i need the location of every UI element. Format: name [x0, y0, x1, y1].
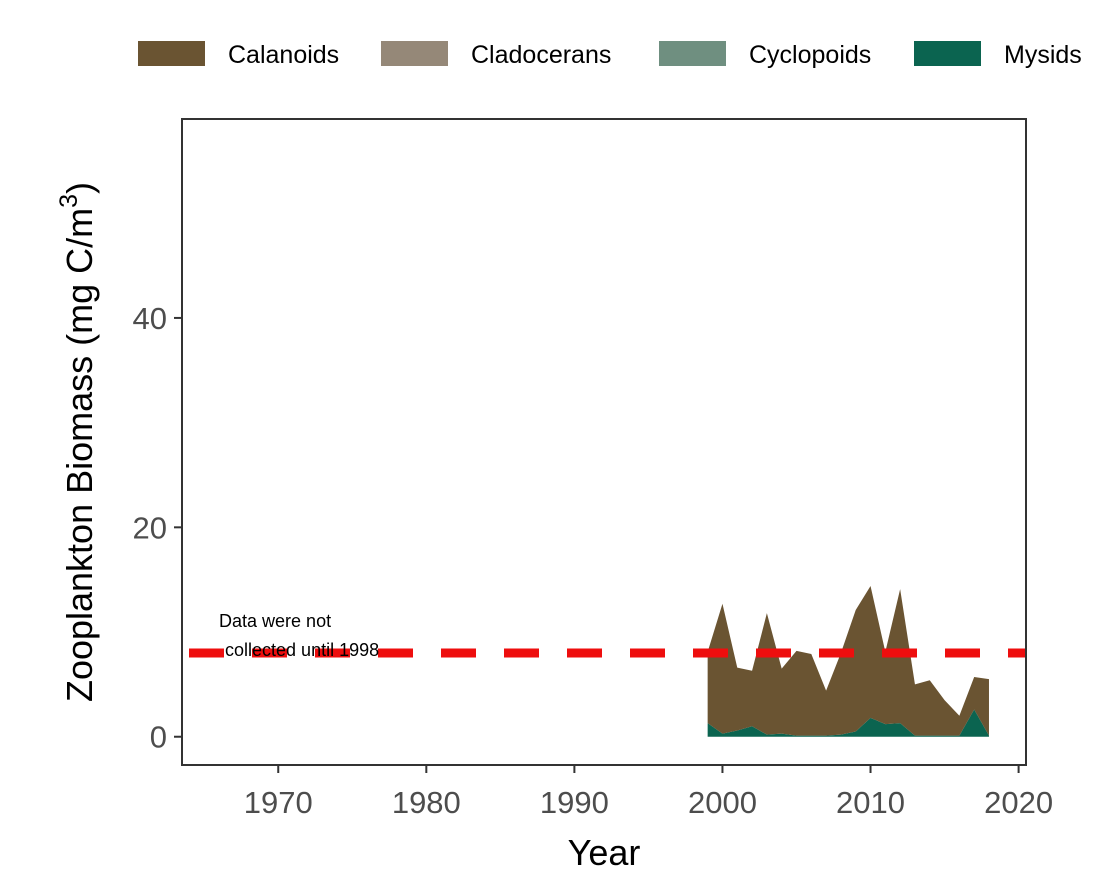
legend-label-calanoids: Calanoids: [228, 41, 339, 69]
legend-label-cladocerans: Cladocerans: [471, 41, 611, 69]
legend-label-mysids: Mysids: [1004, 41, 1082, 69]
x-axis-title: Year: [568, 832, 641, 873]
plot-border: [181, 118, 1027, 766]
y-axis-title-superscript: 3: [55, 194, 83, 208]
x-tick-label-2020: 2020: [984, 785, 1053, 820]
area-calanoids: [707, 585, 989, 736]
y-tick-label-20: 20: [133, 510, 167, 545]
y-axis-title: Zooplankton Biomass (mg C/m3): [55, 182, 100, 702]
y-axis-title-text: Zooplankton Biomass (mg C/m: [59, 208, 100, 702]
x-tick-label-2010: 2010: [836, 785, 905, 820]
annotation-line-1: Data were not: [219, 611, 331, 631]
x-tick-label-1990: 1990: [540, 785, 609, 820]
y-tick-label-40: 40: [133, 301, 167, 336]
y-axis: 0 20 40: [133, 301, 182, 755]
series-areas: [707, 585, 989, 737]
legend-label-cyclopoids: Cyclopoids: [749, 41, 871, 69]
x-tick-label-1970: 1970: [244, 785, 313, 820]
annotation-note: Data were not collected until 1998: [219, 611, 379, 660]
x-tick-label-2000: 2000: [688, 785, 757, 820]
legend-swatch-cyclopoids: [659, 41, 726, 66]
legend-swatch-cladocerans: [381, 41, 448, 66]
y-axis-title-close: ): [59, 182, 100, 194]
annotation-line-2: collected until 1998: [225, 640, 379, 660]
area-mysids: [707, 709, 989, 737]
legend-swatch-mysids: [914, 41, 981, 66]
legend: Calanoids Cladocerans Cyclopoids Mysids: [138, 41, 1082, 69]
x-tick-label-1980: 1980: [392, 785, 461, 820]
x-axis: 1970 1980 1990 2000 2010 2020: [244, 765, 1053, 820]
y-tick-label-0: 0: [150, 720, 167, 755]
legend-swatch-calanoids: [138, 41, 205, 66]
